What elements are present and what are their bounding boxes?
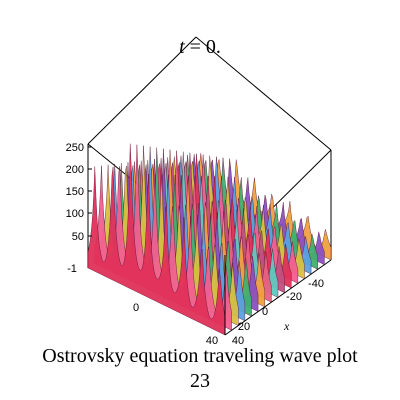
plot-title: t = 0. (179, 36, 221, 58)
x-tick-label: -20 (286, 291, 302, 303)
surface-strip (87, 143, 226, 336)
x-tick-label: 20 (238, 321, 250, 333)
box-front-edges (224, 255, 332, 336)
surface-plot: 250 200 150 100 50 -1 0 -40 -20 0 20 40 40 t = 0. x (66, 36, 332, 345)
surface-mesh (87, 143, 332, 336)
title-rest: = 0. (185, 36, 221, 58)
z-tick-label: 200 (66, 164, 84, 176)
box-back-edges (87, 36, 332, 260)
z-tick-label: 250 (66, 142, 84, 154)
caption-line2: 23 (190, 370, 210, 392)
x-tick-label: 0 (262, 306, 268, 318)
extra-tick-label: 40 (206, 335, 218, 345)
z-tick-label: 50 (72, 231, 84, 243)
caption-line1: Ostrovsky equation traveling wave plot (42, 345, 358, 367)
z-tick-label: 150 (66, 186, 84, 198)
z-tick-label: 100 (66, 208, 84, 220)
title-var: t (179, 36, 185, 58)
axis-ticks: 250 200 150 100 50 -1 0 -40 -20 0 20 40 40 (66, 142, 324, 345)
x-tick-label: 40 (232, 335, 244, 345)
x-tick-label: -40 (308, 278, 324, 290)
y-tick-label: 0 (133, 302, 139, 314)
x-axis-label: x (283, 319, 290, 333)
y-tick-label: -1 (67, 263, 77, 275)
